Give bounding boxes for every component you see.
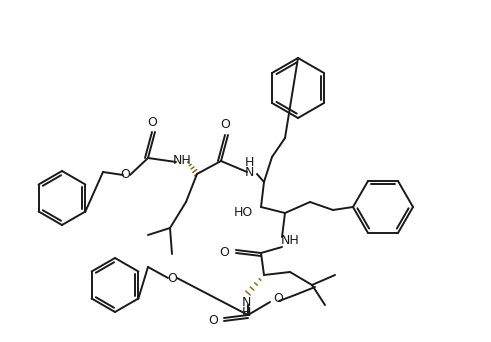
Text: NH: NH [281,235,300,248]
Text: O: O [220,118,230,132]
Text: O: O [219,246,229,259]
Text: O: O [147,116,157,129]
Text: H: H [241,306,251,319]
Text: O: O [167,273,177,286]
Text: O: O [120,169,130,182]
Text: NH: NH [173,154,191,167]
Text: N: N [241,297,251,310]
Text: N: N [245,167,254,180]
Text: H: H [245,157,254,170]
Text: O: O [208,314,218,327]
Text: HO: HO [233,206,253,219]
Text: O: O [273,291,283,304]
